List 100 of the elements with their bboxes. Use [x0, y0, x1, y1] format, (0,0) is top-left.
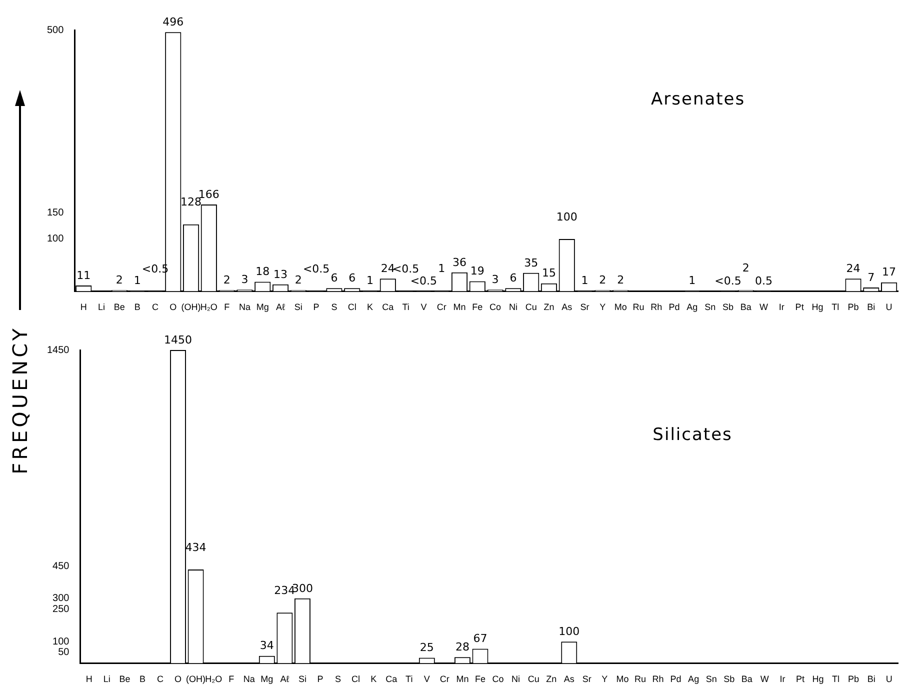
x-tick-label: Tl [832, 302, 840, 312]
x-tick-label: K [366, 302, 374, 312]
x-tick-label: Mg [260, 674, 274, 684]
x-tick-label: Mo [616, 674, 629, 684]
data-label: 24 [380, 262, 395, 276]
x-tick-label: Y [600, 302, 606, 312]
x-tick-label: (OH) [181, 302, 201, 312]
x-tick-label: Sb [722, 302, 734, 312]
x-tick-label: Aℓ [276, 302, 286, 312]
data-label: 128 [180, 196, 202, 209]
x-tick-label: Li [98, 302, 106, 312]
x-tick-label: K [370, 674, 377, 684]
x-tick-label: Cu [528, 674, 540, 684]
x-tick-label: Zn [544, 302, 554, 312]
x-tick-label: Pt [796, 674, 805, 684]
data-label: 2 [116, 274, 123, 287]
data-label: 28 [455, 640, 470, 654]
data-label: 2 [599, 274, 606, 287]
x-tick-label: Bi [867, 302, 876, 312]
x-tick-label: B [134, 302, 140, 312]
x-tick-label: Pb [848, 302, 859, 312]
data-label: 0.5 [755, 274, 773, 288]
x-tick-label: Si [298, 674, 306, 684]
text: Silicates [652, 424, 732, 445]
data-label: 2 [223, 274, 230, 287]
x-tick-label: Ca [382, 302, 394, 312]
x-tick-label: As [564, 674, 575, 684]
x-tick-label: S [331, 302, 338, 312]
x-tick-label: Pd [668, 302, 680, 312]
data-label: 18 [256, 265, 270, 278]
data-label: 1 [688, 274, 696, 288]
x-tick-label: Sr [580, 302, 590, 312]
data-label: 15 [542, 266, 556, 280]
x-tick-label: Sr [582, 674, 592, 684]
x-tick-label: As [562, 302, 573, 312]
x-tick-label: (OH) [186, 674, 206, 684]
x-tick-label: H₂O [205, 674, 222, 684]
x-tick-label: U [886, 674, 892, 684]
x-tick-label: O [170, 302, 177, 312]
x-tick-label: Na [238, 302, 250, 312]
x-tick-label: Be [119, 674, 130, 684]
data-label: <0.5 [714, 274, 742, 288]
x-tick-label: Ni [512, 674, 520, 684]
x-tick-label: Ba [741, 674, 752, 684]
x-tick-label: Ru [634, 674, 646, 684]
data-label: 3 [241, 272, 248, 286]
x-tick-label: Be [114, 302, 125, 312]
y-tick-label: 300 [52, 593, 70, 604]
y-tick-label: 50 [58, 647, 70, 658]
data-label: 6 [330, 271, 338, 284]
x-tick-label: Hg [812, 674, 824, 684]
x-tick-label: Mo [614, 302, 627, 312]
data-label: 6 [348, 271, 356, 284]
x-tick-label: Mn [456, 674, 469, 684]
data-label: 67 [473, 632, 488, 646]
x-tick-label: Ti [406, 674, 413, 684]
data-label: 2 [617, 274, 624, 287]
x-tick-label: Ag [686, 302, 698, 312]
x-tick-label: Pt [795, 302, 804, 312]
x-tick-label: B [139, 674, 146, 684]
x-tick-label: Bi [867, 674, 876, 684]
y-tick-label: 1450 [46, 344, 70, 356]
x-tick-label: Mn [453, 302, 466, 312]
data-label: 13 [274, 268, 288, 281]
y-tick-label: 100 [52, 636, 70, 648]
x-tick-label: H₂O [200, 302, 218, 312]
x-tick-label: Co [492, 674, 504, 684]
x-tick-label: Cl [348, 302, 356, 312]
x-tick-label: S [335, 674, 342, 684]
data-label: 100 [556, 210, 578, 224]
x-tick-label: Pb [848, 674, 860, 684]
x-tick-label: Ir [778, 302, 784, 312]
x-tick-label: Ti [402, 302, 410, 312]
data-label: 2 [294, 274, 302, 287]
x-tick-label: C [152, 302, 159, 312]
data-label: 25 [420, 641, 434, 654]
data-label: 100 [558, 624, 580, 638]
text: Arsenates [651, 89, 746, 110]
x-tick-label: W [760, 674, 770, 684]
data-label: 1450 [164, 333, 192, 346]
data-label: 6 [510, 271, 517, 284]
data-label: <0.5 [410, 274, 438, 288]
data-label: 496 [162, 15, 184, 28]
x-tick-label: Co [490, 302, 502, 312]
x-tick-label: Fe [474, 674, 486, 684]
x-tick-label: Zn [546, 674, 557, 684]
y-tick-label: 100 [46, 234, 64, 245]
x-tick-label: Ir [780, 674, 786, 684]
y-axis-title: FREQUENCY [8, 326, 32, 474]
x-tick-label: V [420, 302, 427, 312]
x-tick-label: O [174, 674, 182, 684]
data-label: 1 [438, 262, 446, 276]
x-tick-label: H [86, 674, 92, 684]
data-label: 24 [846, 262, 860, 276]
x-tick-label: H [80, 302, 87, 312]
x-tick-label: Fe [472, 302, 483, 312]
x-tick-label: Ni [508, 302, 518, 312]
x-tick-label: C [156, 674, 164, 684]
data-label: <0.5 [392, 262, 420, 276]
x-tick-label: Mg [256, 302, 269, 312]
